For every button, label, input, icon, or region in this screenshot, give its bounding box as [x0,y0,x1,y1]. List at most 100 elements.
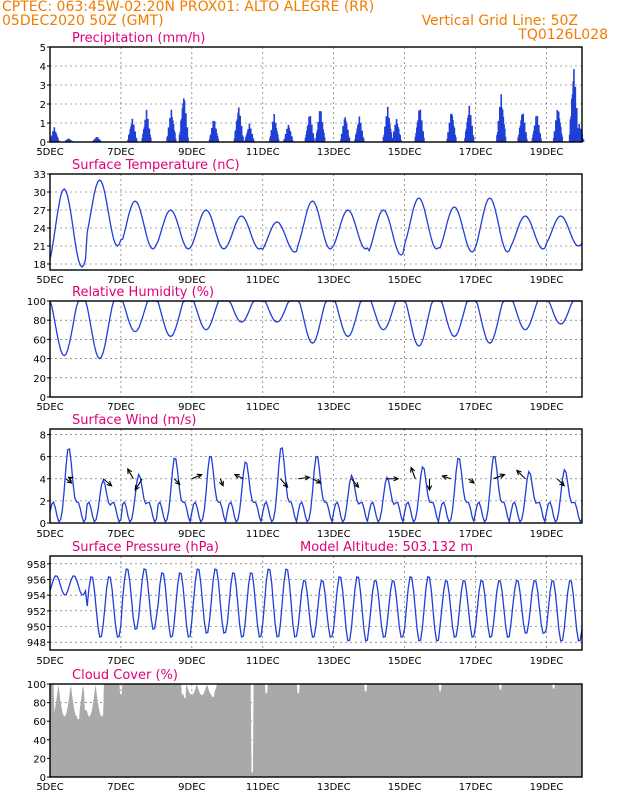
precip-bar [312,133,315,142]
precip-bar [174,132,176,142]
temperature-panel: 18 21 24 27 30 33 5DEC 7DEC 9DEC 11DEC 13DEC 15DEC 1… [33,158,583,286]
precip-bar [277,138,280,142]
wind-vector-arrowhead [353,482,360,489]
wind-vector-arrow [280,478,288,488]
header-line1: CPTEC: 063:45W-02:20N PROX01: ALTO ALEGR… [2,0,375,15]
wind-x-tick-label: 17DEC [459,529,493,540]
wind-vector-arrowhead [134,484,140,492]
humidity-x-tick-label: 17DEC [459,402,493,413]
wind-vector-arrow [127,468,134,480]
wind-vector-arrowhead [515,469,522,476]
humidity-x-tick-label: 19DEC [530,402,564,413]
precip-bar [359,123,362,142]
precip-bar [323,137,326,142]
pressure-x-tick-label: 9DEC [178,656,205,667]
pressure-panel: 948 950 952 954 956 958 5DEC 7DEC 9DEC 11DEC 13DEC… [27,540,583,667]
precipitation-panel: 0 1 2 3 4 5 5DEC 7DEC 9DEC 11DEC 13DEC 15DEC 17DEC 19… [36,31,585,158]
model-altitude-annotation: Model Altitude: 503.132 m [300,540,473,555]
wind-vector-arrow [410,467,416,479]
precip-bar [540,138,542,142]
precipitation-y-tick-label: 3 [40,81,46,92]
wind-x-tick-label: 15DEC [388,529,422,540]
wind-frame [49,428,583,524]
precip-bar [174,138,177,142]
wind-x-tick-label: 9DEC [178,529,205,540]
temperature-panel-title: Surface Temperature (nC) [72,158,240,173]
wind-vector-arrowhead [469,478,476,484]
temperature-x-tick-label: 15DEC [388,275,422,286]
pressure-y-tick-label: 954 [27,591,46,602]
pressure-x-tick-label: 5DEC [36,656,63,667]
humidity-y-tick-label: 80 [33,316,46,327]
precip-bar [240,125,243,142]
cloud-y-tick-label: 80 [33,699,46,710]
precip-bar [186,127,189,142]
wind-vector-arrow [312,478,322,484]
precip-bar [525,132,527,142]
cloud-panel: 0 20 40 60 80 100 5DEC 7DEC 9DEC 11DEC 13DEC 15DEC 1… [27,668,583,793]
wind-vector-arrowhead [441,474,448,480]
wind-vector-arrowhead [499,473,506,479]
humidity-panel: 0 20 40 60 80 100 5DEC 7DEC 9DEC 11DEC 13DEC 15DEC 1… [27,285,583,413]
precip-bar [251,133,254,142]
wind-vector-arrowhead [315,478,322,484]
cloud-panel-title: Cloud Cover (%) [72,668,178,683]
precipitation-y-tick-label: 1 [40,119,46,130]
wind-vector-arrow [351,478,359,488]
pressure-panel-title: Surface Pressure (hPa) [72,540,219,555]
temperature-y-tick-label: 30 [33,188,46,199]
precip-bar [276,134,279,142]
temperature-x-tick-label: 13DEC [317,275,351,286]
wind-vector-arrow [442,475,451,480]
pressure-series-line [49,568,583,642]
cloud-y-tick-label: 20 [33,754,46,765]
precipitation-y-tick-label: 4 [40,62,46,73]
temperature-x-tick-label: 9DEC [178,275,205,286]
precip-bar [135,138,138,142]
precip-bar [134,131,137,142]
precip-bar [217,138,220,142]
precipitation-x-tick-label: 15DEC [388,147,422,158]
cloud-x-tick-label: 9DEC [178,782,205,793]
humidity-panel-title: Relative Humidity (%) [72,285,214,300]
humidity-y-tick-label: 60 [33,335,46,346]
pressure-y-tick-label: 956 [27,576,46,587]
precip-bar [539,133,542,142]
temperature-x-tick-label: 7DEC [107,275,134,286]
precip-bar [523,122,526,142]
pressure-x-tick-label: 11DEC [246,656,280,667]
precip-bar [250,128,252,142]
header-vertical-grid-note: Vertical Grid Line: 50Z [421,13,578,29]
cloud-x-tick-label: 19DEC [530,782,564,793]
cloud-x-tick-label: 17DEC [459,782,493,793]
precip-bar [187,137,189,142]
precip-bar [57,140,60,142]
humidity-y-tick-label: 20 [33,374,46,385]
wind-vector-arrowhead [393,476,400,482]
wind-vector-arrowhead [127,467,133,474]
humidity-x-tick-label: 9DEC [178,402,205,413]
precipitation-x-tick-label: 9DEC [178,147,205,158]
wind-vector-arrow [134,478,143,491]
wind-vector-arrowhead [410,466,416,473]
precip-bar [323,132,325,142]
header-run-time: 05DEC2020 50Z (GMT) [2,13,164,29]
precip-bar [390,132,393,142]
precip-bar [582,139,585,142]
precipitation-panel-title: Precipitation (mm/h) [72,31,205,46]
temperature-x-tick-label: 17DEC [459,275,493,286]
temperature-y-tick-label: 33 [33,170,46,181]
pressure-y-tick-label: 950 [27,623,46,634]
wind-vector-arrowhead [426,485,433,492]
cloud-y-tick-label: 60 [33,717,46,728]
humidity-series-line [49,300,582,360]
precip-bar [252,139,255,142]
wind-x-tick-label: 5DEC [36,529,63,540]
precip-bar [561,136,564,142]
precip-bar [503,128,506,142]
precipitation-y-tick-label: 0 [40,138,46,149]
precipitation-x-tick-label: 19DEC [530,147,564,158]
precipitation-y-tick-label: 2 [40,100,46,111]
wind-vector-arrowhead [282,482,289,489]
wind-x-tick-label: 7DEC [107,529,134,540]
